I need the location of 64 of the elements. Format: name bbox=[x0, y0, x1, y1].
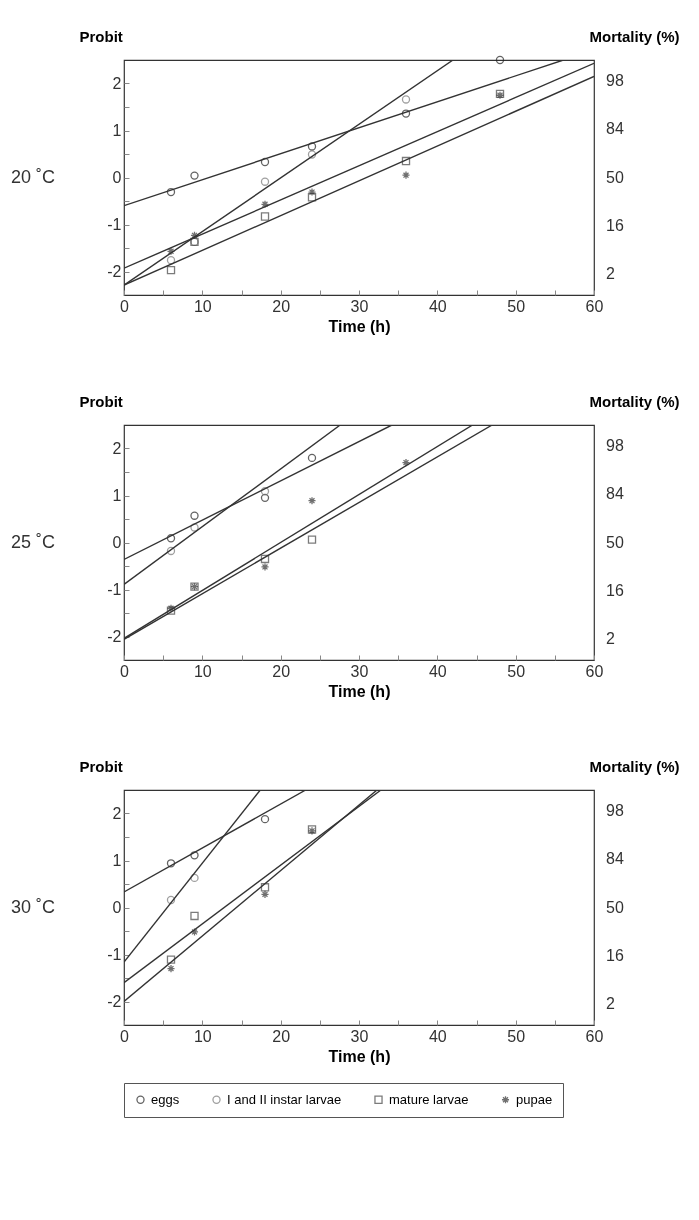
x-tick-label: 30 bbox=[350, 297, 369, 315]
text: 2 bbox=[606, 995, 615, 1013]
x-tick-label: 60 bbox=[585, 662, 604, 680]
y2-axis-title: Mortality (%) bbox=[589, 392, 680, 410]
x-tick-label: 20 bbox=[272, 297, 291, 315]
y-axis-title: Probit bbox=[79, 392, 123, 410]
x-axis-title: Time (h) bbox=[328, 317, 391, 335]
x-tick-label: 10 bbox=[193, 662, 212, 680]
text: 84 bbox=[606, 485, 624, 503]
y-tick-label: 2 bbox=[112, 805, 122, 822]
x-tick-label: 40 bbox=[428, 662, 447, 680]
x-tick-label: 50 bbox=[507, 1027, 526, 1045]
y-tick-label: 2 bbox=[112, 440, 122, 457]
legend-label: mature larvae bbox=[389, 1091, 469, 1107]
x-tick-label: 20 bbox=[272, 662, 291, 680]
text: 16 bbox=[606, 946, 624, 964]
legend-label: eggs bbox=[151, 1091, 180, 1107]
y-tick-label: -1 bbox=[107, 946, 122, 963]
x-tick-label: 50 bbox=[507, 297, 526, 315]
x-tick-label: 20 bbox=[272, 1027, 291, 1045]
text: 50 bbox=[606, 168, 624, 186]
y-tick-label: 1 bbox=[112, 122, 122, 139]
y-tick-label: 0 bbox=[112, 169, 122, 186]
y-tick-label: 0 bbox=[112, 899, 122, 916]
text: 98 bbox=[606, 801, 624, 819]
text: 16 bbox=[606, 581, 624, 599]
text: 30 ˚C bbox=[10, 896, 55, 917]
x-axis-title: Time (h) bbox=[328, 1047, 391, 1065]
x-tick-label: 50 bbox=[507, 662, 526, 680]
legend-label: pupae bbox=[516, 1091, 553, 1107]
y2-axis-title: Mortality (%) bbox=[589, 27, 680, 45]
x-tick-label: 30 bbox=[350, 1027, 369, 1045]
y-tick-label: -2 bbox=[107, 993, 122, 1010]
y-tick-label: 2 bbox=[112, 75, 122, 92]
x-axis-title: Time (h) bbox=[328, 682, 391, 700]
text: 16 bbox=[606, 216, 624, 234]
x-tick-label: 40 bbox=[428, 297, 447, 315]
text: 2 bbox=[606, 265, 615, 283]
y-tick-label: -1 bbox=[107, 216, 122, 233]
text: 84 bbox=[606, 850, 624, 868]
y-tick-label: 0 bbox=[112, 534, 122, 551]
text: 98 bbox=[606, 71, 624, 89]
text: 2 bbox=[606, 630, 615, 648]
y2-axis-title: Mortality (%) bbox=[589, 757, 680, 775]
text: 25 ˚C bbox=[10, 531, 55, 552]
y-tick-label: -2 bbox=[107, 628, 122, 645]
x-tick-label: 30 bbox=[350, 662, 369, 680]
text: 50 bbox=[606, 533, 624, 551]
text: 20 ˚C bbox=[10, 166, 55, 187]
text: 50 bbox=[606, 898, 624, 916]
x-tick-label: 10 bbox=[193, 297, 212, 315]
y-tick-label: -1 bbox=[107, 581, 122, 598]
text: 84 bbox=[606, 120, 624, 138]
text: 98 bbox=[606, 436, 624, 454]
y-axis-title: Probit bbox=[79, 27, 123, 45]
y-tick-label: -2 bbox=[107, 263, 122, 280]
x-tick-label: 40 bbox=[428, 1027, 447, 1045]
x-tick-label: 60 bbox=[585, 297, 604, 315]
y-axis-title: Probit bbox=[79, 757, 123, 775]
y-tick-label: 1 bbox=[112, 852, 122, 869]
x-tick-label: 10 bbox=[193, 1027, 212, 1045]
x-tick-label: 60 bbox=[585, 1027, 604, 1045]
y-tick-label: 1 bbox=[112, 487, 122, 504]
legend-label: I and II instar larvae bbox=[227, 1091, 342, 1107]
